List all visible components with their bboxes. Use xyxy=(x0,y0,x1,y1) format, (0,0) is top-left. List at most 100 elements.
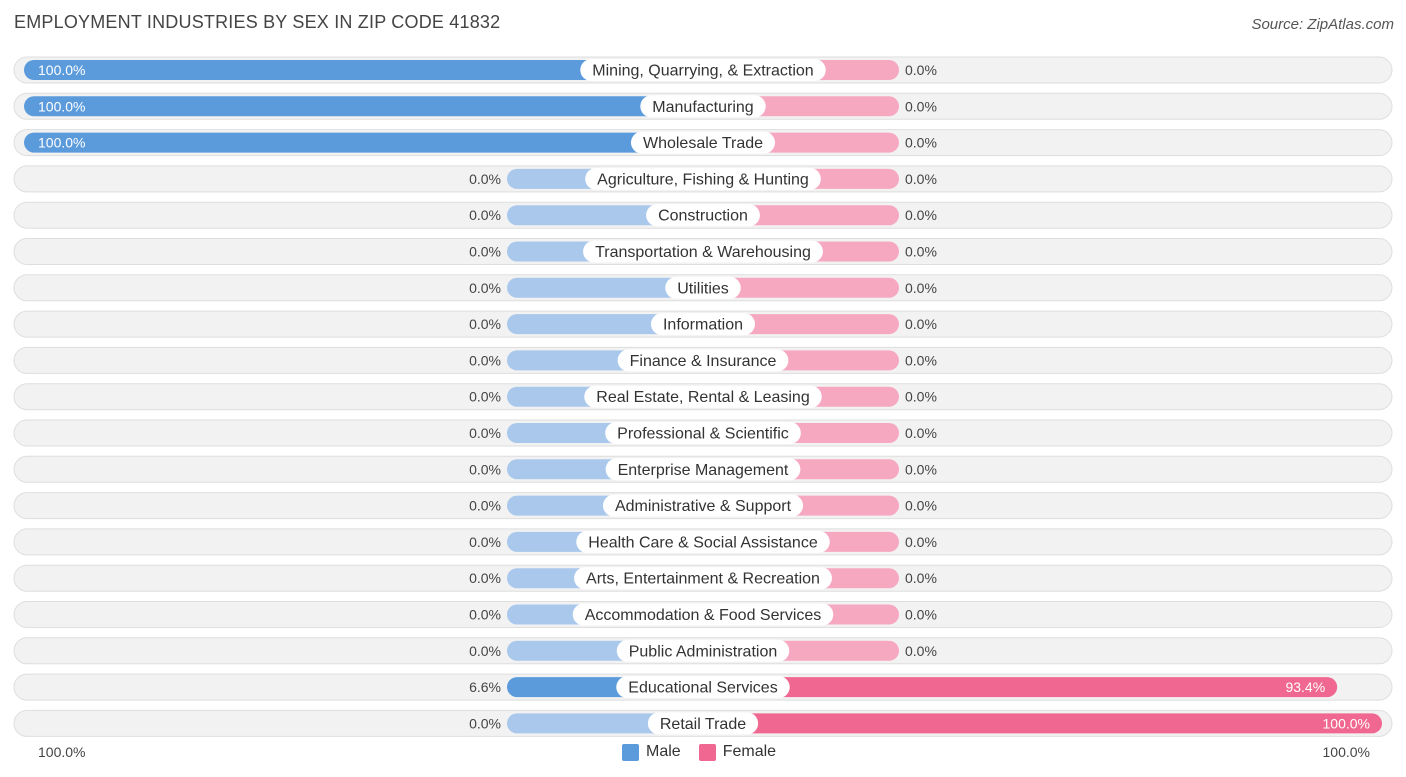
male-value-label: 0.0% xyxy=(469,171,501,187)
category-label-pill xyxy=(576,530,830,553)
category-label: Educational Services xyxy=(628,680,777,697)
legend-item-female: Female xyxy=(698,743,777,761)
male-value-label: 0.0% xyxy=(469,316,501,332)
category-label: Manufacturing xyxy=(652,99,753,116)
left-axis-label: 100.0% xyxy=(38,744,86,760)
source-credit: Source: ZipAtlas.com xyxy=(1251,16,1394,33)
female-value-label: 0.0% xyxy=(905,570,937,586)
chart-row: 100.0% 0.0% Wholesale Trade xyxy=(13,129,1393,157)
category-label-pill xyxy=(617,349,789,372)
female-value-label: 0.0% xyxy=(905,643,937,659)
female-value-label: 0.0% xyxy=(905,280,937,296)
category-label-pill xyxy=(584,385,822,408)
category-label: Utilities xyxy=(677,280,729,297)
female-bar xyxy=(703,277,899,298)
chart-row: 100.0% 0.0% Manufacturing xyxy=(13,92,1393,120)
male-value-label: 0.0% xyxy=(469,280,501,296)
male-value-label: 0.0% xyxy=(469,498,501,514)
male-value-label: 0.0% xyxy=(469,607,501,623)
chart-row: 0.0% 0.0% Health Care & Social Assistance xyxy=(13,528,1393,556)
category-label-pill xyxy=(650,313,756,336)
category-label: Retail Trade xyxy=(660,716,746,733)
female-value-label: 100.0% xyxy=(1323,715,1370,731)
category-label-pill xyxy=(640,95,766,118)
female-value-label: 0.0% xyxy=(905,534,937,550)
chart-row: 0.0% 0.0% Agriculture, Fishing & Hunting xyxy=(13,165,1393,193)
category-label: Professional & Scientific xyxy=(617,426,789,443)
chart-row: 0.0% 0.0% Information xyxy=(13,310,1393,338)
category-label-pill xyxy=(630,131,776,154)
chart-row: 6.6% 93.4% Educational Services xyxy=(13,673,1393,701)
chart-row: 0.0% 0.0% Arts, Entertainment & Recreation xyxy=(13,564,1393,592)
female-value-label: 93.4% xyxy=(1285,679,1325,695)
legend-swatch-male xyxy=(622,743,639,761)
category-label: Wholesale Trade xyxy=(643,135,763,152)
female-value-label: 0.0% xyxy=(905,244,937,260)
male-value-label: 100.0% xyxy=(38,98,85,114)
category-label: Arts, Entertainment & Recreation xyxy=(586,571,820,588)
category-label-pill xyxy=(605,422,801,444)
chart-row: 0.0% 0.0% Accommodation & Food Services xyxy=(13,601,1393,628)
chart-row: 0.0% 0.0% Utilities xyxy=(13,274,1393,302)
chart-row: 0.0% 0.0% Administrative & Support xyxy=(13,492,1393,520)
chart-row: 0.0% 0.0% Transportation & Warehousing xyxy=(13,238,1393,265)
female-value-label: 0.0% xyxy=(905,425,937,441)
female-value-label: 0.0% xyxy=(905,171,937,187)
male-bar xyxy=(507,277,703,298)
category-label: Accommodation & Food Services xyxy=(585,607,822,624)
chart-row: 0.0% 0.0% Enterprise Management xyxy=(13,455,1393,483)
female-value-label: 0.0% xyxy=(905,498,937,514)
chart-row: 0.0% 0.0% Real Estate, Rental & Leasing xyxy=(13,383,1393,411)
female-value-label: 0.0% xyxy=(905,135,937,151)
category-label-pill xyxy=(605,458,801,481)
category-label: Transportation & Warehousing xyxy=(595,244,811,261)
category-label-pill xyxy=(647,712,759,735)
category-label-pill xyxy=(580,59,826,81)
category-label-pill xyxy=(585,167,821,190)
legend-label-female: Female xyxy=(722,743,777,760)
male-value-label: 0.0% xyxy=(469,461,501,477)
category-label: Public Administration xyxy=(629,643,778,660)
category-label-pill xyxy=(616,676,790,699)
legend: Male Female xyxy=(622,743,786,761)
category-label: Agriculture, Fishing & Hunting xyxy=(597,171,809,188)
female-bar xyxy=(703,677,1338,698)
female-value-label: 0.0% xyxy=(905,207,937,223)
legend-label-male: Male xyxy=(646,743,681,760)
chart-row: 0.0% 0.0% Construction xyxy=(13,201,1393,229)
male-bar xyxy=(24,60,703,80)
female-value-label: 0.0% xyxy=(905,352,937,368)
male-value-label: 0.0% xyxy=(469,425,501,441)
male-value-label: 0.0% xyxy=(469,715,501,731)
female-value-label: 0.0% xyxy=(905,316,937,332)
category-label: Mining, Quarrying, & Extraction xyxy=(592,63,813,80)
category-label-pill xyxy=(646,204,760,227)
chart-row: 0.0% 0.0% Finance & Insurance xyxy=(13,346,1393,374)
category-label: Construction xyxy=(658,208,748,225)
male-value-label: 0.0% xyxy=(469,570,501,586)
category-label-pill xyxy=(616,639,790,662)
male-bar xyxy=(24,96,703,117)
male-value-label: 0.0% xyxy=(469,352,501,368)
male-value-label: 6.6% xyxy=(469,679,501,695)
male-value-label: 0.0% xyxy=(469,389,501,405)
male-value-label: 0.0% xyxy=(469,244,501,260)
category-label-pill xyxy=(602,494,804,517)
male-bar xyxy=(24,132,703,153)
male-value-label: 100.0% xyxy=(38,135,85,151)
category-label-pill xyxy=(583,240,823,263)
legend-swatch-female xyxy=(698,743,716,761)
category-label-pill xyxy=(572,603,834,626)
female-value-label: 0.0% xyxy=(905,389,937,405)
legend-item-male: Male xyxy=(622,743,681,761)
female-value-label: 0.0% xyxy=(905,98,937,114)
category-label: Real Estate, Rental & Leasing xyxy=(596,389,809,406)
right-axis-label: 100.0% xyxy=(1322,744,1370,760)
female-value-label: 0.0% xyxy=(905,461,937,477)
female-value-label: 0.0% xyxy=(905,62,937,78)
category-label: Information xyxy=(663,317,743,334)
chart-row: 0.0% 0.0% Professional & Scientific xyxy=(13,419,1393,447)
male-value-label: 100.0% xyxy=(38,62,85,78)
diverging-bar-chart: 100.0% 0.0% Mining, Quarrying, & Extractio… xyxy=(13,56,1393,737)
female-value-label: 0.0% xyxy=(905,607,937,623)
